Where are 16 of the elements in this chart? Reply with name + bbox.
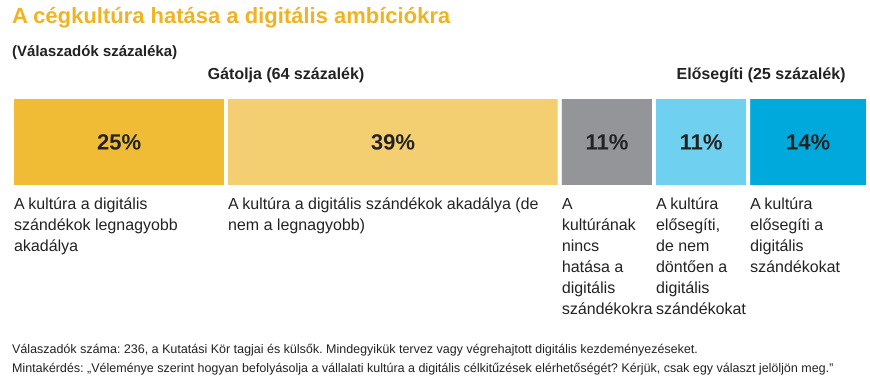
series-label: A kultúra elősegíti, de nem döntően a digitális szándékokat	[656, 195, 746, 320]
chart-title: A cégkultúra hatása a digitális ambíciókra	[12, 3, 450, 29]
data-label: 14%	[786, 130, 830, 154]
series-label: A kultúra a digitális szándékok akadálya (de nem a legnagyobb)	[228, 195, 540, 236]
series-label: A kultúra a digitális szándékok legnagyobb akadálya	[14, 195, 179, 257]
text: Válaszadók száma: 236, a Kutatási Kör tagjai és külsők. Mindegyikük tervez vagy végrehajtott digitális kezdeményezéseket.	[12, 341, 699, 358]
data-label: 11%	[680, 130, 722, 154]
series-label: A kultúra elősegíti a digitális szándékokat	[750, 195, 841, 278]
text: Mintakérdés: „Véleménye szerint hogyan befolyásolja a vállalati kultúra a digitális célkitűzések elérhetőségét? Kérjük, csak egy választ jelöljön meg.”	[12, 360, 834, 377]
text: Gátolja (64 százalék)	[206, 66, 366, 84]
text: Elősegíti (25 százalék)	[676, 66, 846, 84]
chart-subtitle: (Válaszadók százaléka)	[12, 43, 178, 60]
data-label: 25%	[96, 130, 142, 154]
series-label: A kultúrának nincs hatása a digitális szándékokra	[562, 195, 653, 320]
data-label: 11%	[586, 130, 628, 154]
data-label: 39%	[370, 130, 415, 154]
